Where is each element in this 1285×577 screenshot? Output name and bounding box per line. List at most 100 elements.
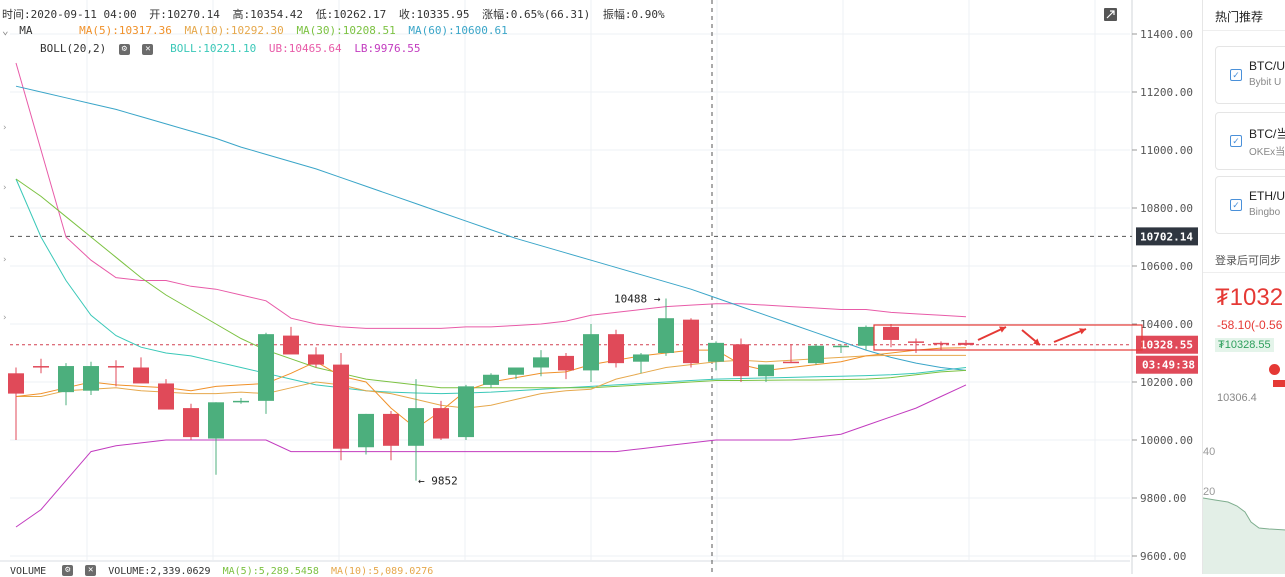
- boll-upper-line: [15, 62, 967, 329]
- countdown-box: [1136, 355, 1198, 374]
- ma60-line: [15, 85, 967, 371]
- sync-text[interactable]: 登录后可同步: [1215, 255, 1281, 267]
- candle-down: [383, 413, 399, 446]
- candle-down: [958, 342, 974, 345]
- axis-tick-label: 11400.00: [1140, 28, 1193, 41]
- hot-recommend-panel: 热门推荐 ✓ BTC/U Bybit U ✓ BTC/当 OKEx当 ✓ ETH…: [1202, 0, 1285, 574]
- ma30-text: MA(30):10208.51: [296, 24, 396, 37]
- mini-bar: [1273, 380, 1285, 387]
- candle-down: [158, 383, 174, 410]
- low-text: 低:10262.17: [315, 8, 387, 21]
- mini-value: 10306.4: [1217, 392, 1257, 404]
- countdown-label: 03:49:38: [1142, 359, 1195, 372]
- candle-down: [783, 361, 799, 364]
- ma10-line: [16, 354, 966, 409]
- crosshair-price-label: 10702.14: [1140, 230, 1193, 243]
- candle-up: [458, 386, 474, 438]
- markup-arrow-up-2-head: [1079, 328, 1086, 335]
- candle-down: [908, 341, 924, 343]
- markup-arrow-down-head: [1033, 338, 1040, 345]
- high-text: 高:10354.42: [232, 8, 304, 21]
- volume-text: VOLUME:2,339.0629: [108, 565, 211, 577]
- markup-rectangle: [873, 324, 1143, 351]
- candle-up: [258, 334, 274, 401]
- axis-tick-label: 9800.00: [1140, 492, 1186, 505]
- ma10-text: MA(10):10292.30: [184, 24, 284, 37]
- candle-up: [233, 400, 249, 403]
- volume-ma5-text: MA(5):5,289.5458: [222, 565, 319, 577]
- volume-settings-icon[interactable]: ⚙: [62, 565, 74, 576]
- card-exchange: Bingbo: [1249, 207, 1281, 218]
- axis-tick-label: 10200.00: [1140, 376, 1193, 389]
- ma-info-row: ⌄ MA MA(5):10317.36 MA(10):10292.30 MA(3…: [2, 24, 514, 37]
- boll-mid-line: [15, 178, 967, 395]
- ma60-text: MA(60):10600.61: [408, 24, 508, 37]
- settings-icon[interactable]: ⚙: [118, 43, 130, 55]
- candle-down: [108, 366, 124, 368]
- candle-up: [833, 345, 849, 348]
- lb-text: LB:9976.55: [354, 42, 421, 55]
- axis-tick-label: 10000.00: [1140, 434, 1193, 447]
- candle-up: [633, 354, 649, 362]
- volume-info-row: VOLUME ⚙ ✕ VOLUME:2,339.0629 MA(5):5,289…: [10, 565, 439, 577]
- boll-lower-line: [15, 384, 967, 528]
- ma-label: MA: [19, 24, 33, 37]
- candle-down: [308, 354, 324, 365]
- ohlc-info-row: 时间:2020-09-11 04:00 开:10270.14 高:10354.4…: [2, 6, 671, 22]
- candle-up: [358, 413, 374, 448]
- card-exchange: OKEx当: [1249, 147, 1285, 158]
- ma5-text: MA(5):10317.36: [79, 24, 172, 37]
- axis-tick-label: 10800.00: [1140, 202, 1193, 215]
- price-change: -58.10(-0.56: [1217, 318, 1283, 332]
- candle-up: [708, 342, 724, 362]
- candle-down: [183, 408, 199, 438]
- boll-info-row: BOLL(20,2) ⚙ ✕ BOLL:10221.10 UB:10465.64…: [40, 42, 427, 55]
- close-icon[interactable]: ✕: [142, 43, 154, 55]
- candle-up: [758, 364, 774, 377]
- recommend-card[interactable]: ✓ BTC/当 OKEx当: [1215, 112, 1285, 170]
- axis-tick-label: 9600.00: [1140, 550, 1186, 563]
- mini-area-chart: [1203, 497, 1285, 574]
- candle-down: [133, 367, 149, 384]
- candle-up: [483, 374, 499, 385]
- candle-down: [283, 335, 299, 355]
- crosshair-price-box: [1136, 227, 1198, 246]
- candle-down: [883, 326, 899, 340]
- panel-title: 热门推荐: [1215, 10, 1264, 24]
- collapse-icon[interactable]: ⌄: [2, 24, 9, 37]
- price-small-badge: ₮10328.55: [1215, 338, 1274, 352]
- panel-divider: [1203, 30, 1285, 31]
- candle-up: [58, 366, 74, 393]
- side-scroll-icon: ›: [2, 255, 7, 265]
- recommend-card[interactable]: ✓ BTC/U Bybit U: [1215, 46, 1285, 104]
- axis-tick-label: 10400.00: [1140, 318, 1193, 331]
- high-annotation: 10488 →: [614, 292, 661, 305]
- candle-up: [658, 318, 674, 353]
- candle-down: [733, 344, 749, 377]
- candle-down: [608, 334, 624, 364]
- card-exchange: Bybit U: [1249, 77, 1282, 88]
- volume-close-icon[interactable]: ✕: [85, 565, 97, 576]
- check-icon[interactable]: ✓: [1230, 199, 1242, 211]
- volume-label: VOLUME: [10, 565, 47, 577]
- expand-icon-glyph: [1106, 10, 1115, 19]
- candlestick-chart[interactable]: 11400.00 11200.00 11000.00 10800.00 10600.00…: [0, 0, 1200, 574]
- side-scroll-icon: ›: [2, 183, 7, 193]
- recommend-card[interactable]: ✓ ETH/U Bingbo: [1215, 176, 1285, 234]
- candle-up: [508, 367, 524, 375]
- candle-down: [8, 373, 24, 394]
- check-icon[interactable]: ✓: [1230, 69, 1242, 81]
- amplitude-text: 振幅:0.90%: [602, 8, 665, 21]
- side-scroll-icon: ›: [2, 313, 7, 323]
- check-icon[interactable]: ✓: [1230, 135, 1242, 147]
- card-pair: BTC/当: [1249, 127, 1285, 141]
- candle-up: [533, 357, 549, 368]
- open-text: 开:10270.14: [149, 8, 220, 21]
- change-text: 涨幅:0.65%(66.31): [482, 8, 591, 21]
- candle-up: [208, 402, 224, 439]
- axis-tick-label: 10600.00: [1140, 260, 1193, 273]
- big-price: ₮1032: [1215, 284, 1284, 311]
- candle-down: [933, 342, 949, 345]
- candle-down: [33, 366, 49, 368]
- chart-panel[interactable]: 11400.00 11200.00 11000.00 10800.00 10600.00…: [0, 0, 1200, 577]
